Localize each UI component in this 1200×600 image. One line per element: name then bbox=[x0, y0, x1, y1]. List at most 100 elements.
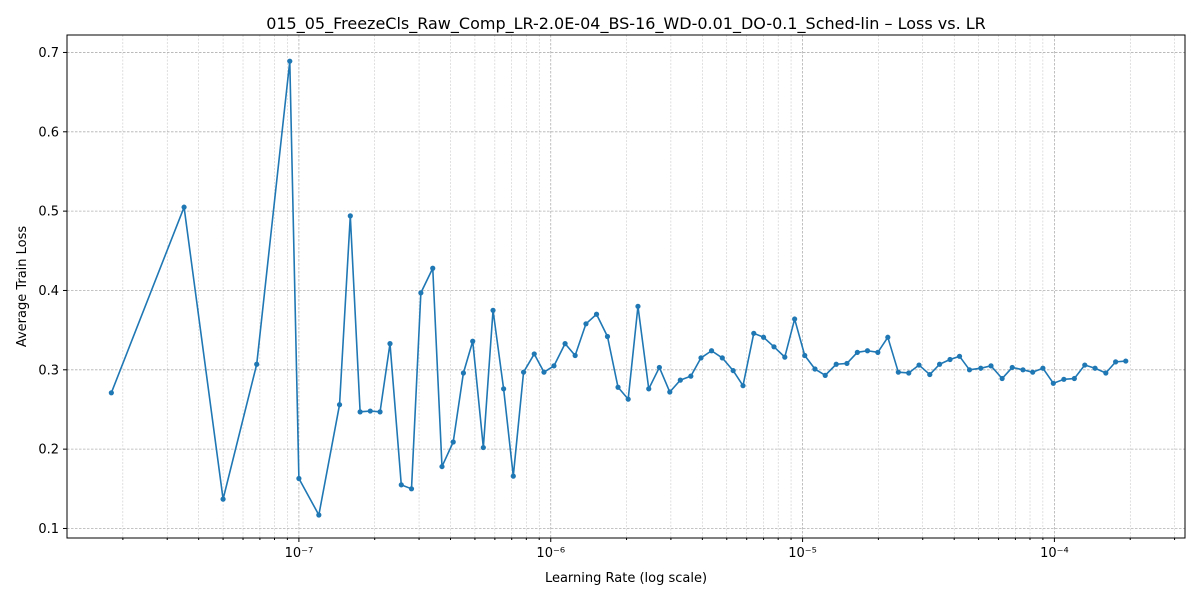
y-tick-label: 0.2 bbox=[38, 443, 59, 458]
data-point-marker bbox=[833, 361, 839, 367]
plot-frame bbox=[66, 34, 1186, 539]
data-point-marker bbox=[988, 363, 994, 369]
axis-ticks: 10⁻⁷ 10⁻⁶ 10⁻⁵ 10⁻⁴ 0.1 0.2 0.3 0.4 0.5 0.6 0.7 bbox=[38, 46, 1176, 561]
y-tick-label: 0.4 bbox=[38, 284, 59, 299]
data-point-marker bbox=[656, 364, 662, 371]
data-point-marker bbox=[615, 384, 621, 390]
data-point-marker bbox=[551, 363, 557, 369]
data-point-marker bbox=[719, 355, 725, 361]
data-point-marker bbox=[936, 361, 943, 367]
x-tick-label: 10⁻⁶ bbox=[536, 546, 565, 561]
data-point-marker bbox=[667, 389, 673, 395]
data-point-marker bbox=[802, 352, 808, 359]
data-point-marker bbox=[760, 334, 767, 340]
data-point-marker bbox=[740, 383, 746, 389]
data-point-marker bbox=[450, 439, 456, 445]
data-point-marker bbox=[510, 473, 516, 479]
data-point-marker bbox=[646, 386, 652, 392]
data-point-marker bbox=[430, 265, 436, 271]
loss-series-line bbox=[110, 60, 1126, 516]
data-point-marker bbox=[771, 344, 777, 350]
data-point-marker bbox=[593, 311, 600, 317]
data-point-marker bbox=[220, 496, 226, 502]
y-axis-label: Average Train Loss bbox=[15, 226, 30, 348]
data-point-marker bbox=[562, 341, 568, 347]
data-point-marker bbox=[1030, 369, 1036, 375]
data-point-marker bbox=[387, 341, 393, 347]
data-point-marker bbox=[978, 365, 984, 371]
data-point-marker bbox=[541, 369, 547, 375]
data-point-marker bbox=[490, 307, 496, 313]
data-point-marker bbox=[782, 354, 788, 360]
data-point-marker bbox=[1020, 367, 1026, 373]
data-point-marker bbox=[966, 367, 973, 373]
y-tick-label: 0.5 bbox=[38, 205, 59, 220]
data-point-marker bbox=[531, 351, 537, 357]
data-point-marker bbox=[999, 375, 1005, 382]
data-point-marker bbox=[698, 355, 704, 361]
series-layer bbox=[108, 58, 1129, 518]
data-point-marker bbox=[108, 390, 114, 396]
data-point-marker bbox=[895, 369, 901, 375]
data-point-marker bbox=[520, 369, 527, 375]
chart-title: 015_05_FreezeCls_Raw_Comp_LR-2.0E-04_BS-… bbox=[266, 14, 986, 34]
data-point-marker bbox=[927, 371, 933, 378]
y-tick-label: 0.7 bbox=[38, 46, 59, 61]
y-tick-label: 0.3 bbox=[38, 363, 59, 378]
data-point-marker bbox=[181, 204, 187, 210]
data-point-marker bbox=[1071, 375, 1077, 382]
data-point-marker bbox=[501, 386, 507, 392]
x-tick-label: 10⁻⁵ bbox=[788, 546, 817, 561]
data-point-marker bbox=[398, 482, 404, 488]
data-point-marker bbox=[1123, 358, 1129, 364]
x-axis-label: Learning Rate (log scale) bbox=[545, 571, 707, 586]
data-point-marker bbox=[677, 377, 683, 383]
data-point-marker bbox=[916, 362, 922, 368]
data-point-marker bbox=[812, 366, 818, 372]
y-tick-label: 0.6 bbox=[38, 125, 59, 140]
data-point-marker bbox=[287, 58, 293, 64]
data-point-marker bbox=[864, 348, 871, 354]
data-point-marker bbox=[254, 361, 260, 367]
data-point-marker bbox=[875, 349, 881, 355]
data-point-marker bbox=[885, 334, 891, 340]
data-point-marker bbox=[730, 367, 736, 374]
data-point-marker bbox=[635, 303, 641, 309]
data-point-marker bbox=[1050, 380, 1056, 386]
grid bbox=[67, 35, 1185, 538]
data-point-marker bbox=[439, 463, 445, 470]
data-point-marker bbox=[470, 338, 476, 344]
data-point-marker bbox=[844, 360, 850, 367]
data-point-marker bbox=[688, 373, 694, 379]
data-point-marker bbox=[906, 370, 912, 376]
data-point-marker bbox=[1061, 376, 1067, 382]
data-point-marker bbox=[296, 475, 302, 482]
data-point-marker bbox=[854, 349, 860, 355]
data-point-marker bbox=[947, 356, 953, 363]
data-point-marker bbox=[708, 348, 715, 354]
data-point-marker bbox=[1009, 364, 1015, 371]
data-point-marker bbox=[1082, 362, 1088, 368]
data-point-marker bbox=[316, 512, 322, 518]
data-point-marker bbox=[418, 290, 424, 296]
x-tick-label: 10⁻⁴ bbox=[1040, 546, 1069, 561]
data-point-marker bbox=[1092, 365, 1098, 371]
data-point-marker bbox=[357, 409, 363, 415]
data-point-marker bbox=[1103, 370, 1109, 376]
data-point-marker bbox=[583, 321, 589, 327]
data-point-marker bbox=[367, 408, 373, 414]
data-point-marker bbox=[572, 352, 578, 359]
data-point-marker bbox=[408, 486, 415, 492]
data-point-marker bbox=[1113, 359, 1119, 365]
data-point-marker bbox=[604, 333, 611, 340]
data-point-marker bbox=[625, 396, 631, 402]
data-point-marker bbox=[377, 409, 383, 415]
data-point-marker bbox=[336, 402, 343, 408]
data-point-marker bbox=[956, 353, 963, 359]
data-point-marker bbox=[822, 372, 828, 378]
x-tick-label: 10⁻⁷ bbox=[285, 546, 314, 561]
data-point-marker bbox=[347, 213, 353, 219]
data-point-marker bbox=[751, 330, 757, 336]
y-tick-label: 0.1 bbox=[38, 522, 59, 537]
